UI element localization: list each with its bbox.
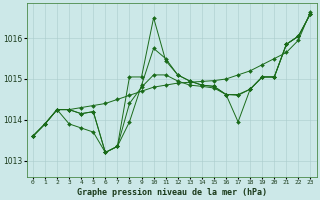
- X-axis label: Graphe pression niveau de la mer (hPa): Graphe pression niveau de la mer (hPa): [77, 188, 267, 197]
